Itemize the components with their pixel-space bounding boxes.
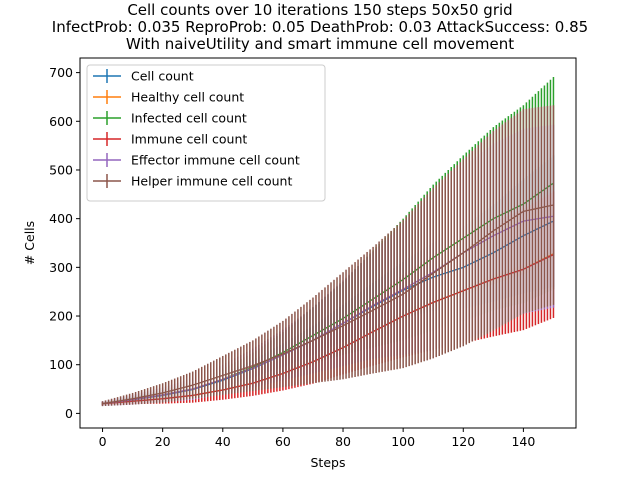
legend-label: Infected cell count (131, 111, 247, 126)
y-tick-label: 300 (49, 260, 73, 275)
y-tick-label: 600 (49, 114, 73, 129)
legend: Cell count Healthy cell count Infected cel… (86, 64, 326, 202)
y-tick-label: 400 (49, 211, 73, 226)
legend-item: Effector immune cell count (93, 153, 300, 168)
legend-box (86, 64, 326, 202)
x-axis: 0 20 40 60 80 100 120 140 (99, 428, 535, 449)
legend-item: Healthy cell count (93, 90, 244, 105)
legend-label: Healthy cell count (131, 90, 244, 105)
legend-label: Helper immune cell count (131, 174, 292, 189)
legend-item: Helper immune cell count (93, 174, 292, 189)
title-line-1: Cell counts over 10 iterations 150 steps… (127, 1, 512, 19)
y-tick-label: 700 (49, 65, 73, 80)
x-tick-label: 120 (451, 434, 475, 449)
legend-label: Immune cell count (131, 132, 247, 147)
series-5 (101, 105, 555, 407)
x-tick-label: 140 (511, 434, 535, 449)
x-axis-label: Steps (311, 455, 346, 470)
y-tick-label: 500 (49, 162, 73, 177)
x-tick-label: 60 (275, 434, 291, 449)
title-line-2: InfectProb: 0.035 ReproProb: 0.05 DeathP… (52, 18, 588, 36)
legend-item: Cell count (93, 69, 194, 84)
y-axis-label: # Cells (22, 221, 37, 265)
plot-marks (101, 76, 555, 407)
y-tick-label: 0 (65, 406, 73, 421)
x-tick-label: 40 (215, 434, 231, 449)
y-tick-label: 100 (49, 357, 73, 372)
legend-item: Immune cell count (93, 132, 247, 147)
plot-area-frame (79, 57, 577, 429)
y-tick-label: 200 (49, 309, 73, 324)
x-tick-label: 100 (391, 434, 415, 449)
series-line (102, 204, 554, 405)
x-tick-label: 80 (335, 434, 351, 449)
chart-title: Cell counts over 10 iterations 150 steps… (52, 1, 588, 53)
legend-label: Cell count (131, 69, 194, 84)
y-axis: 0 100 200 300 400 500 600 700 (49, 65, 80, 421)
x-tick-label: 20 (155, 434, 171, 449)
title-line-3: With naiveUtility and smart immune cell … (126, 35, 514, 53)
legend-item: Infected cell count (93, 111, 247, 126)
legend-label: Effector immune cell count (131, 153, 300, 168)
x-tick-label: 0 (99, 434, 107, 449)
